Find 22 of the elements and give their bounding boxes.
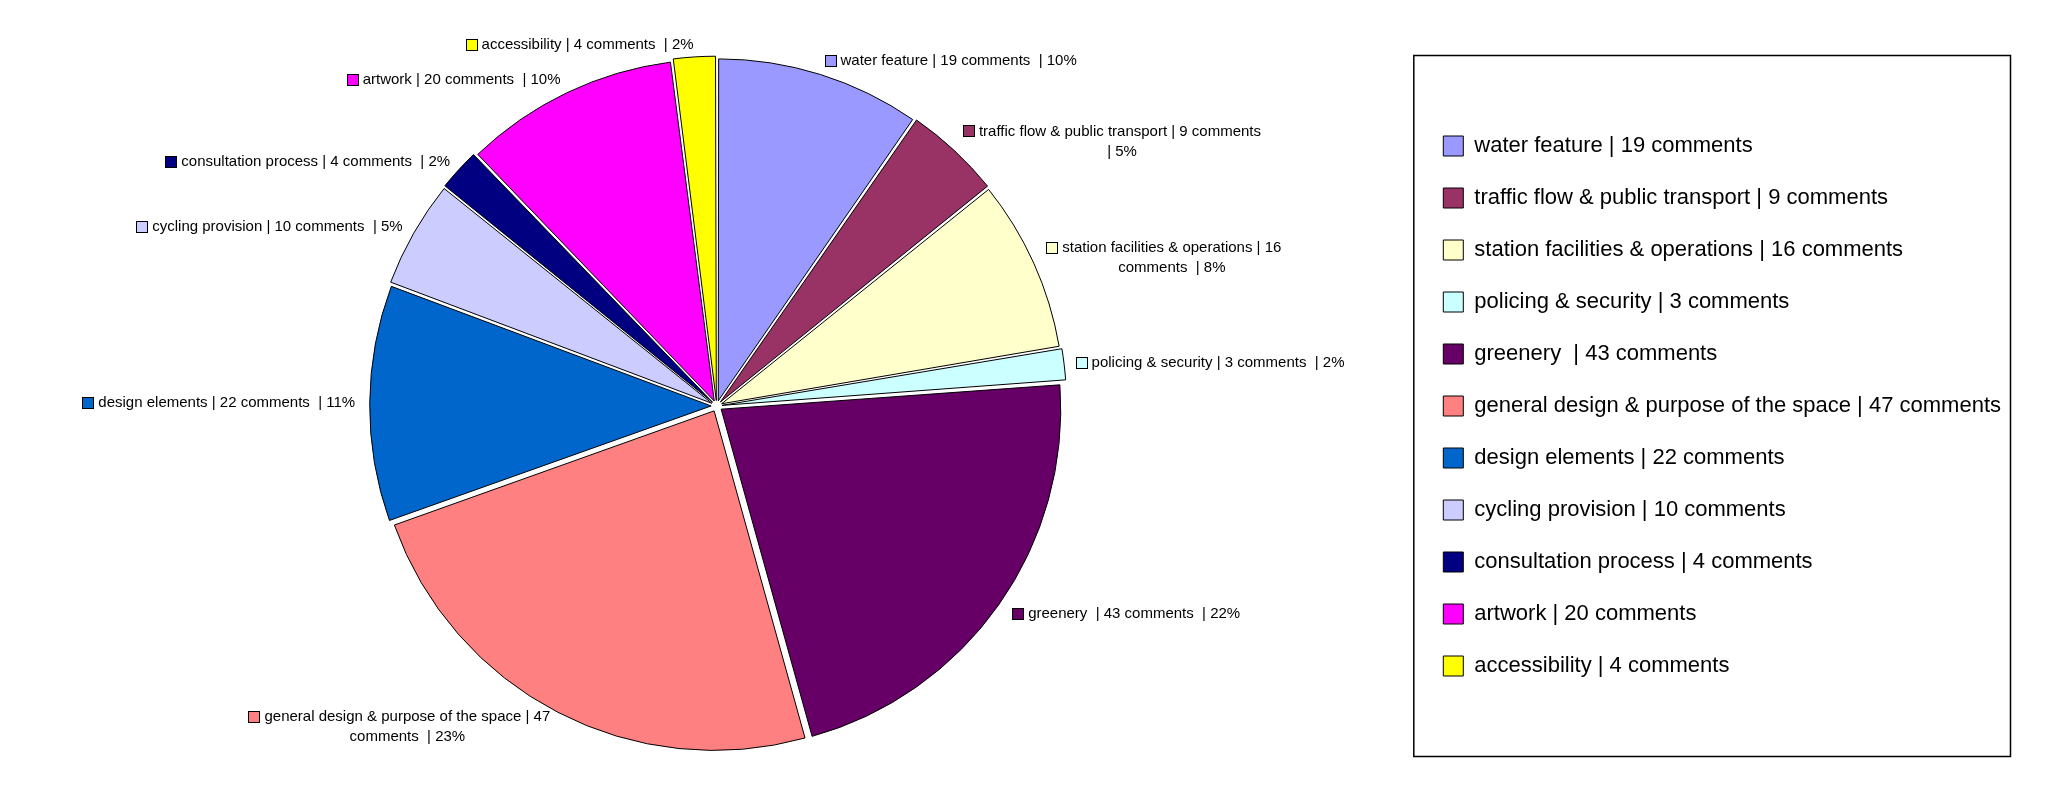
data-label: accessibility | 4 comments | 2% (481, 35, 694, 53)
data-label: greenery | 43 comments | 22% (1028, 604, 1241, 622)
legend-label: artwork | 20 comments (1474, 600, 1697, 626)
legend-label: consultation process | 4 comments (1474, 548, 1813, 574)
legend-label: traffic flow & public transport | 9 comments (1474, 184, 1888, 210)
legend-label: cycling provision | 10 comments (1474, 496, 1786, 522)
data-label: water feature | 19 comments | 10% (839, 51, 1077, 69)
legend-label: station facilities & operations | 16 comments (1474, 236, 1904, 262)
legend-label: greenery | 43 comments (1474, 340, 1718, 366)
legend-label: general design & purpose of the space | 47 comments (1474, 392, 2001, 418)
data-label: consultation process | 4 comments | 2% (181, 151, 451, 169)
data-label: policing & security | 3 comments | 2% (1091, 353, 1345, 371)
legend-label: water feature | 19 comments (1473, 132, 1753, 158)
data-label: general design & purpose of the space | 47 comments | 23% (264, 707, 551, 745)
legend-label: design elements | 22 comments (1474, 444, 1785, 470)
data-label: traffic flow & public transport | 9 comments | 5% (978, 121, 1266, 159)
legend-label: accessibility | 4 comments (1474, 652, 1730, 678)
data-label: design elements | 22 comments | 11% (98, 393, 356, 411)
data-label: station facilities & operations | 16 comments | 8% (1062, 237, 1282, 275)
legend-label: policing & security | 3 comments (1474, 288, 1790, 314)
data-label: cycling provision | 10 comments | 5% (152, 217, 403, 235)
data-label: artwork | 20 comments | 10% (362, 70, 561, 88)
